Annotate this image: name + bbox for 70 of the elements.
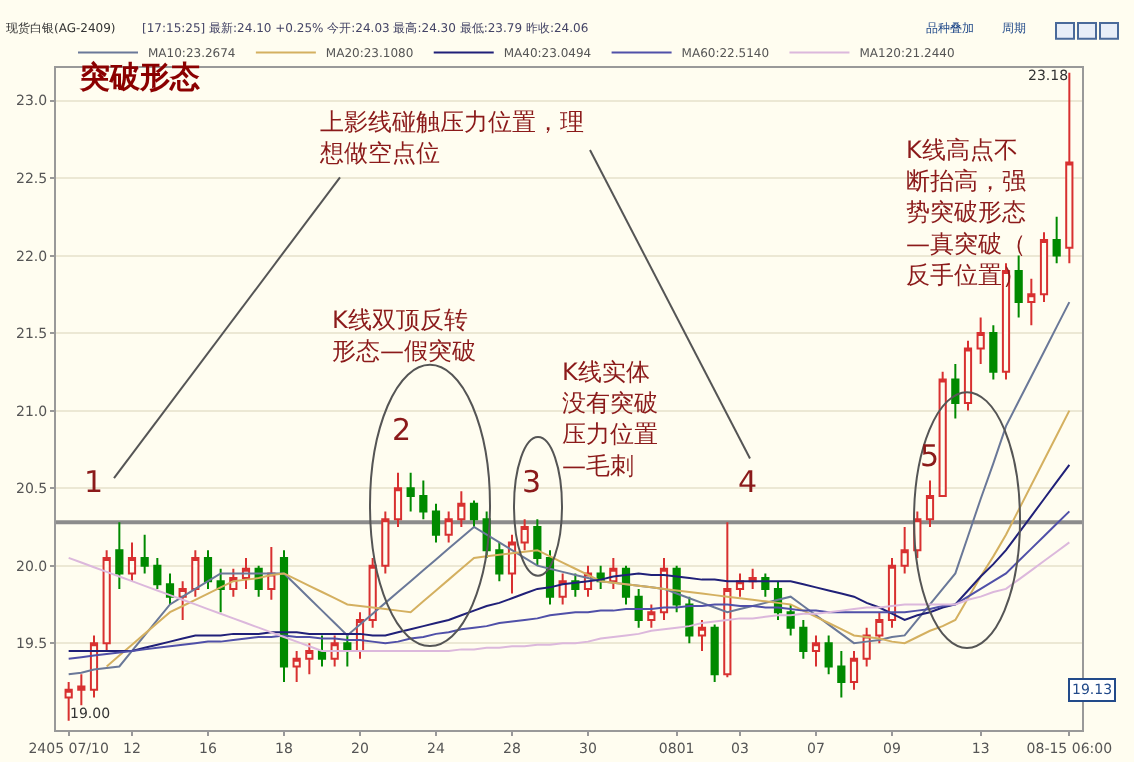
candlestick — [925, 479, 935, 528]
candlestick — [837, 649, 846, 699]
candlestick — [343, 634, 352, 668]
candlestick — [520, 518, 529, 552]
annotation: 5 — [920, 438, 940, 474]
candlestick — [330, 634, 339, 668]
candlestick — [115, 521, 124, 590]
candlestick — [938, 370, 947, 497]
candlestick — [558, 572, 567, 606]
annotation: K线高点不断抬高，强势突破形态—真突破（反手位置） — [906, 136, 1026, 289]
candlestick — [1052, 215, 1061, 265]
candlestick — [799, 618, 808, 660]
candlestick — [203, 549, 213, 590]
candlestick — [64, 680, 73, 722]
candlestick — [317, 634, 327, 668]
candlestick — [786, 603, 795, 637]
candlestick — [976, 316, 985, 366]
candlestick — [697, 618, 707, 652]
candlestick — [305, 642, 314, 676]
candlestick — [900, 525, 909, 575]
candlestick — [723, 521, 732, 679]
candlestick — [292, 649, 301, 683]
candlestick — [178, 580, 187, 621]
candlestick — [1039, 231, 1049, 304]
candlestick — [963, 339, 973, 412]
candlestick — [153, 556, 162, 590]
candlestick — [533, 518, 542, 567]
candlestick — [507, 533, 517, 595]
candlestick — [811, 634, 821, 668]
candlestick — [887, 556, 897, 629]
candlestick — [989, 324, 998, 381]
candlestick — [140, 533, 149, 575]
candlestick — [495, 541, 504, 583]
candlestick — [431, 502, 441, 544]
candlestick — [279, 549, 289, 683]
candlestick — [469, 499, 479, 528]
candlestick — [102, 549, 111, 652]
candlestick — [647, 603, 656, 629]
candlestick — [127, 541, 137, 583]
annotation: 1 — [84, 464, 104, 500]
candlestick — [1065, 71, 1074, 265]
annotation: 2 — [392, 412, 412, 448]
candlestick — [191, 549, 200, 598]
candlestick — [634, 587, 643, 629]
candlestick — [951, 363, 960, 420]
candlestick — [267, 546, 276, 601]
chart-title: 突破形态 — [78, 58, 200, 95]
candlestick — [875, 611, 884, 645]
candlestick — [77, 673, 86, 707]
annotation: K线双顶反转形态—假突破 — [332, 306, 476, 366]
candlestick — [710, 623, 719, 683]
candlestick — [381, 510, 390, 575]
candlestick — [1001, 262, 1011, 381]
line-series — [67, 301, 1071, 676]
candlestick — [393, 471, 403, 528]
candlestick — [824, 634, 833, 676]
candlestick — [849, 649, 859, 691]
candlestick — [419, 479, 428, 521]
annotation: 4 — [738, 464, 758, 500]
candlestick — [1014, 254, 1023, 319]
candlestick — [735, 572, 745, 598]
candlestick — [457, 490, 466, 528]
candlestick — [1027, 277, 1036, 327]
line-series — [67, 510, 1071, 660]
annotation: 上影线碰触压力位置，理想做空点位 — [318, 108, 584, 168]
line-series — [67, 541, 1071, 652]
annotation: 3 — [522, 464, 542, 500]
candlestick — [444, 510, 453, 544]
candlestick — [406, 471, 415, 513]
annotation: K线实体没有突破压力位置—毛刺 — [562, 358, 658, 480]
